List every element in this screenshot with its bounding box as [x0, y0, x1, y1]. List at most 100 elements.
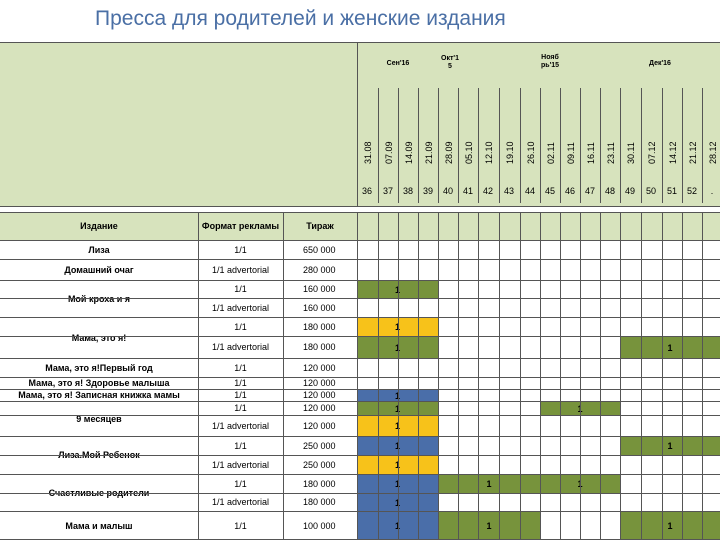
row-line: [0, 298, 720, 299]
week-number: 42: [482, 186, 493, 196]
column-header-publication: Издание: [80, 221, 118, 231]
circulation: 120 000: [303, 420, 336, 431]
publication-name: Мама, это я! Записная книжка мамы: [18, 390, 180, 400]
publication-name: 9 месяцев: [76, 413, 122, 424]
placement-count: 1: [395, 285, 400, 295]
row-line: [0, 377, 720, 378]
header-grid-line: [458, 88, 459, 203]
week-number: 36: [361, 186, 372, 196]
column-line: [198, 212, 199, 540]
header-grid-line: [438, 88, 439, 203]
header-grid-line: [641, 88, 642, 203]
column-line: [283, 212, 284, 540]
circulation: 100 000: [303, 520, 336, 531]
row-line: [0, 358, 720, 359]
placement-count: 1: [395, 441, 400, 451]
circulation: 120 000: [303, 390, 336, 400]
week-number: 52: [686, 186, 697, 196]
column-line: [600, 212, 601, 540]
header-grid-line: [357, 42, 358, 207]
date-label: 28.09: [444, 141, 454, 164]
column-line: [458, 212, 459, 540]
date-label: 26.10: [526, 141, 536, 164]
circulation: 250 000: [303, 440, 336, 451]
placement-count: 1: [395, 343, 400, 353]
ad-format: 1/1: [234, 440, 247, 451]
week-number: 51: [666, 186, 677, 196]
header-grid-line: [662, 88, 663, 203]
header-grid-line: [682, 88, 683, 203]
row-line: [0, 389, 720, 390]
date-label: 07.09: [384, 141, 394, 164]
week-number: 49: [624, 186, 635, 196]
ad-format: 1/1 advertorial: [211, 264, 270, 275]
ad-format: 1/1: [234, 390, 247, 400]
row-line: [0, 455, 720, 456]
week-number: 40: [442, 186, 453, 196]
placement-count: 1: [577, 404, 582, 414]
row-line: [0, 336, 720, 337]
column-line: [682, 212, 683, 540]
row-line: [0, 436, 720, 437]
placement-bar: 1: [620, 437, 720, 455]
date-label: 21.12: [688, 141, 698, 164]
column-line: [398, 212, 399, 540]
column-line: [520, 212, 521, 540]
date-label: 30.11: [626, 142, 636, 164]
date-label: 14.12: [668, 141, 678, 164]
date-label: 23.11: [606, 142, 616, 164]
placement-count: 1: [667, 521, 673, 531]
row-line: [0, 240, 720, 241]
column-header-format: Формат рекламы: [201, 221, 280, 231]
ad-format: 1/1: [234, 244, 247, 255]
placement-count: 1: [395, 421, 400, 431]
column-line: [540, 212, 541, 540]
circulation: 120 000: [303, 362, 336, 373]
placement-count: 1: [486, 521, 492, 531]
header-grid-line: [0, 42, 720, 43]
column-line: [620, 212, 621, 540]
column-line: [357, 212, 358, 540]
circulation: 650 000: [303, 244, 336, 255]
ad-format: 1/1 advertorial: [211, 497, 270, 507]
column-line: [702, 212, 703, 540]
date-label: 09.11: [566, 142, 576, 164]
placement-bar: 1: [357, 416, 438, 436]
ad-format: 1/1: [234, 520, 247, 531]
row-line: [0, 401, 720, 402]
row-line: [0, 212, 720, 213]
date-label: 05.10: [464, 141, 474, 164]
column-line: [499, 212, 500, 540]
ad-format: 1/1: [234, 478, 247, 489]
row-line: [0, 415, 720, 416]
week-number: 41: [462, 186, 473, 196]
week-number: 48: [604, 186, 615, 196]
header-grid-line: [620, 88, 621, 203]
week-number: 46: [564, 186, 575, 196]
media-plan-table: Сен'16 Окт'1 5 Нояб рь'15 Дек'16 31.08 07.09 1…: [0, 42, 720, 540]
circulation: 120 000: [303, 403, 336, 413]
placement-count: 1: [395, 322, 400, 332]
header-grid-line: [600, 88, 601, 203]
ad-format: 1/1: [234, 284, 247, 294]
ad-format: 1/1 advertorial: [211, 420, 270, 431]
column-line: [418, 212, 419, 540]
publication-name: Мама, это я!: [71, 332, 127, 343]
publication-name: Мама и малыш: [65, 520, 133, 531]
column-line: [662, 212, 663, 540]
row-line: [0, 259, 720, 260]
placement-bar: 1: [357, 512, 438, 540]
placement-bar: 1: [438, 475, 540, 493]
circulation: 180 000: [303, 497, 336, 507]
placement-bar: 1: [620, 337, 720, 358]
header-grid-line: [478, 88, 479, 203]
date-label: 21.09: [424, 141, 434, 164]
header-grid-line: [580, 88, 581, 203]
week-number: .: [710, 186, 714, 196]
column-line: [478, 212, 479, 540]
date-label: 07.12: [647, 141, 657, 164]
week-number: 47: [584, 186, 595, 196]
circulation: 180 000: [303, 321, 336, 332]
date-label: 14.09: [404, 141, 414, 164]
placement-bar: 1: [357, 494, 438, 511]
